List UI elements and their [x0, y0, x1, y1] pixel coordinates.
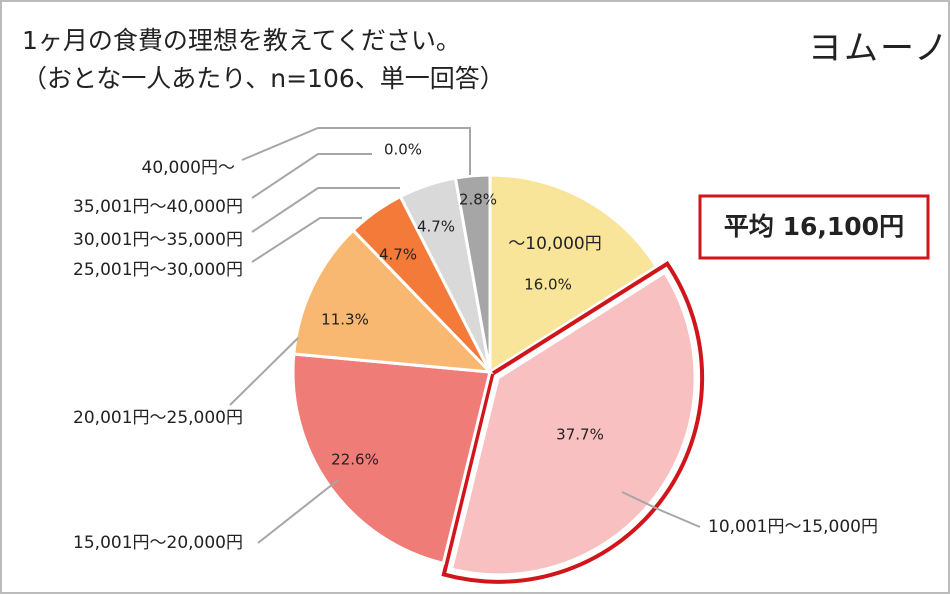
category-label: 15,001円～20,000円	[73, 533, 243, 553]
leader-line	[229, 337, 299, 406]
leader-line	[241, 127, 471, 175]
category-label: 40,000円～	[142, 158, 235, 178]
data-label: 2.8%	[459, 191, 497, 209]
pie-slice	[449, 270, 697, 577]
category-label: 25,001円～30,000円	[73, 260, 243, 280]
leader-line	[251, 217, 362, 263]
logo: ヨムーノ	[808, 29, 950, 69]
leader-line	[621, 491, 701, 528]
chart-subtitle: （おとな一人あたり、n=106、単一回答）	[22, 64, 505, 93]
data-label: 16.0%	[524, 276, 572, 294]
leader-line	[257, 479, 339, 544]
category-label: ～10,000円	[508, 234, 601, 254]
annotation-box	[698, 194, 930, 260]
data-label: 4.7%	[379, 246, 417, 264]
category-label: 35,001円～40,000円	[73, 197, 243, 217]
leader-line	[251, 153, 372, 199]
annotation: 平均 16,100円	[724, 212, 904, 241]
data-label: 22.6%	[331, 451, 379, 469]
pie-slice	[292, 228, 494, 374]
category-label: 10,001円～15,000円	[708, 517, 878, 537]
category-label: 30,001円～35,000円	[73, 230, 243, 250]
chart-title: 1ヶ月の食費の理想を教えてください。	[22, 26, 461, 55]
pie-slice	[488, 173, 659, 375]
data-label: 4.7%	[417, 218, 455, 236]
data-label: 37.7%	[556, 426, 604, 444]
data-label: 0.0%	[384, 141, 422, 159]
category-label: 20,001円～25,000円	[73, 408, 243, 428]
data-label: 11.3%	[321, 311, 369, 329]
leader-line	[251, 187, 400, 233]
